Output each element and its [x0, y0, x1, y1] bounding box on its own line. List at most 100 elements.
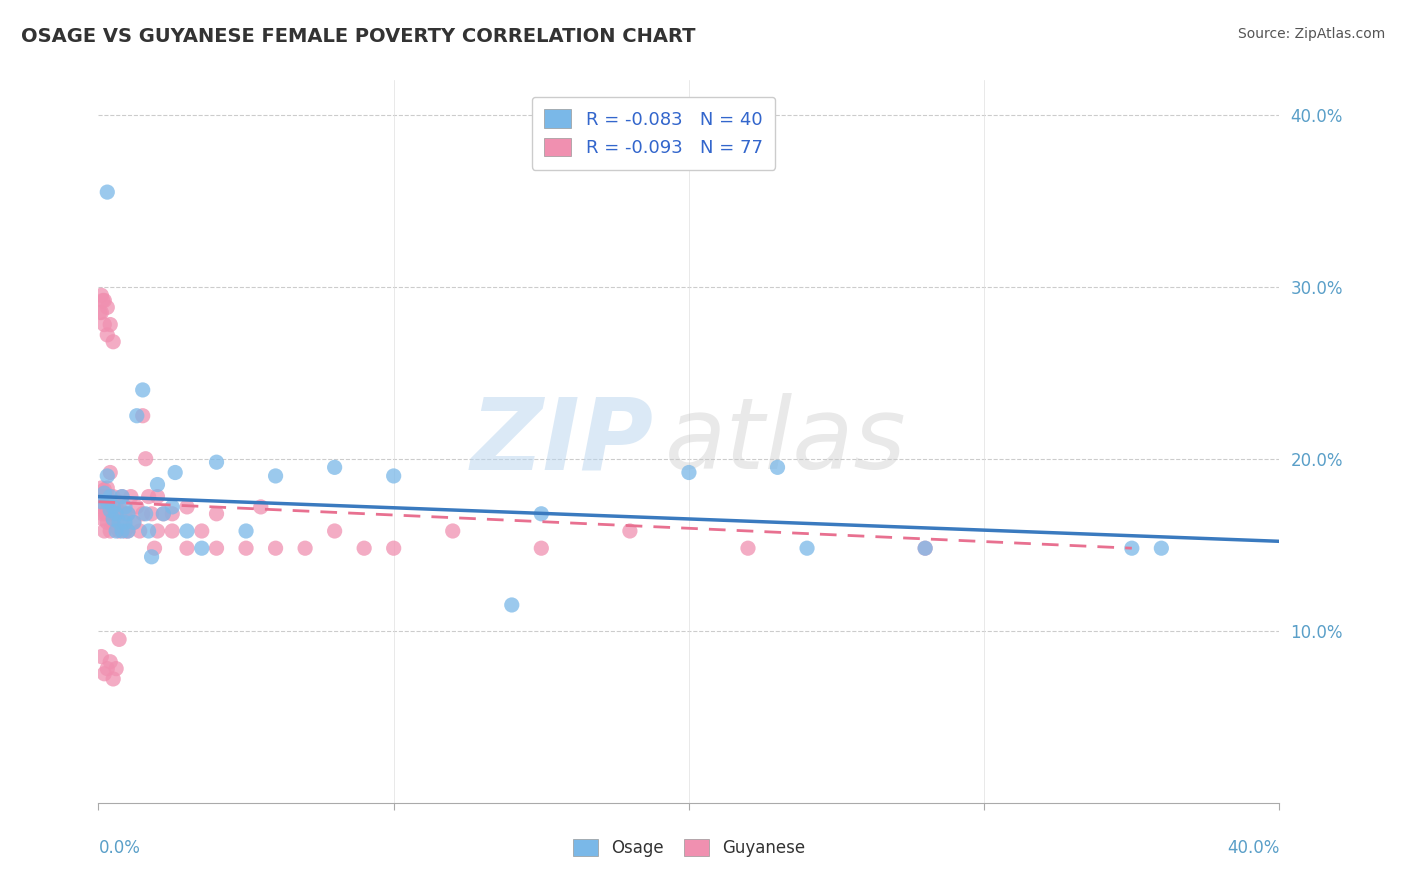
Point [96, 490, 118, 504]
Point [90, 288, 112, 302]
Point [737, 541, 759, 556]
Point [114, 507, 136, 521]
Point [90, 649, 112, 664]
Point [120, 490, 142, 504]
Point [108, 524, 131, 538]
Point [117, 507, 139, 521]
Point [132, 409, 155, 423]
Point [323, 460, 346, 475]
Point [93, 524, 115, 538]
Point [90, 490, 112, 504]
Point [162, 524, 183, 538]
Point [619, 524, 641, 538]
Point [205, 541, 228, 556]
Text: ZIP: ZIP [471, 393, 654, 490]
Point [117, 507, 139, 521]
Point [91, 507, 114, 521]
Point [93, 486, 115, 500]
Point [98, 490, 121, 504]
Point [914, 541, 936, 556]
Point [191, 524, 214, 538]
Point [146, 524, 169, 538]
Point [98, 503, 121, 517]
Point [103, 500, 125, 514]
Point [122, 516, 145, 530]
Point [96, 494, 118, 508]
Point [117, 524, 139, 538]
Point [89, 305, 111, 319]
Point [138, 490, 160, 504]
Point [501, 598, 523, 612]
Point [103, 334, 125, 349]
Point [108, 632, 131, 647]
Point [143, 541, 166, 556]
Point [191, 541, 214, 556]
Point [353, 541, 375, 556]
Text: 0.0%: 0.0% [98, 838, 141, 857]
Point [90, 500, 112, 514]
Point [108, 500, 131, 514]
Point [146, 490, 169, 504]
Point [176, 500, 198, 514]
Point [138, 524, 160, 538]
Text: Source: ZipAtlas.com: Source: ZipAtlas.com [1237, 27, 1385, 41]
Point [111, 516, 134, 530]
Point [128, 524, 150, 538]
Point [382, 469, 405, 483]
Point [105, 507, 128, 521]
Point [105, 524, 128, 538]
Point [125, 500, 148, 514]
Point [176, 524, 198, 538]
Point [98, 655, 121, 669]
Point [125, 409, 148, 423]
Point [114, 516, 136, 530]
Point [382, 541, 405, 556]
Text: OSAGE VS GUYANESE FEMALE POVERTY CORRELATION CHART: OSAGE VS GUYANESE FEMALE POVERTY CORRELA… [21, 27, 696, 45]
Point [90, 494, 112, 508]
Point [111, 490, 134, 504]
Point [235, 524, 257, 538]
Point [205, 507, 228, 521]
Point [105, 662, 128, 676]
Point [132, 507, 155, 521]
Text: 40.0%: 40.0% [1227, 838, 1279, 857]
Point [132, 383, 155, 397]
Point [117, 524, 139, 538]
Point [93, 666, 115, 681]
Point [93, 293, 115, 308]
Point [108, 516, 131, 530]
Point [98, 318, 121, 332]
Point [135, 507, 157, 521]
Point [96, 516, 118, 530]
Point [766, 460, 789, 475]
Point [98, 466, 121, 480]
Legend: Osage, Guyanese: Osage, Guyanese [562, 829, 815, 867]
Point [96, 481, 118, 495]
Point [152, 507, 174, 521]
Point [96, 469, 118, 483]
Point [176, 541, 198, 556]
Point [1150, 541, 1173, 556]
Point [294, 541, 316, 556]
Point [162, 507, 183, 521]
Point [93, 483, 115, 497]
Point [250, 500, 273, 514]
Point [98, 507, 121, 521]
Point [103, 500, 125, 514]
Point [141, 507, 163, 521]
Point [146, 477, 169, 491]
Text: atlas: atlas [665, 393, 907, 490]
Point [141, 549, 163, 564]
Point [205, 455, 228, 469]
Point [105, 500, 128, 514]
Point [441, 524, 464, 538]
Point [103, 516, 125, 530]
Point [96, 301, 118, 315]
Point [530, 507, 553, 521]
Point [135, 451, 157, 466]
Point [111, 490, 134, 504]
Point [96, 662, 118, 676]
Point [91, 512, 114, 526]
Point [105, 507, 128, 521]
Point [90, 305, 112, 319]
